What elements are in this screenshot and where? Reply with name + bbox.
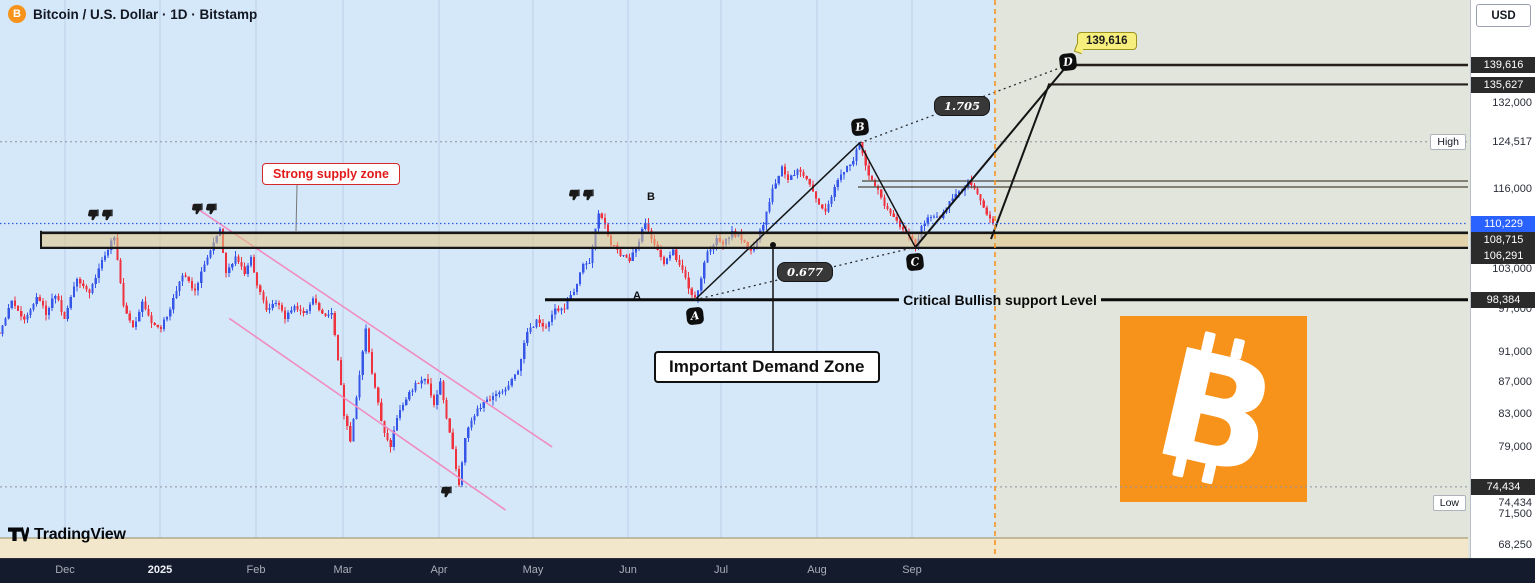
thumbs-down-sticker[interactable] — [191, 203, 218, 216]
time-tick-label: Dec — [55, 564, 75, 576]
tradingview-wordmark: TradingView — [34, 525, 126, 543]
price-level-badge: 106,291 — [1471, 248, 1535, 264]
minor-wave-label-a[interactable]: A — [633, 290, 641, 302]
symbol-header[interactable]: B Bitcoin / U.S. Dollar · 1D · Bitstamp — [8, 5, 257, 23]
currency-toggle-button[interactable]: USD — [1476, 4, 1531, 27]
tradingview-glyph-icon — [8, 527, 29, 542]
supply-zone-label[interactable]: Strong supply zone — [262, 163, 400, 185]
price-level-badge: 74,434 — [1471, 478, 1535, 495]
price-scale[interactable]: USD 132,000 124,517 116,000 103,000 97,000 91… — [1470, 0, 1535, 558]
price-tick-label: 83,000 — [1498, 407, 1532, 420]
thumbs-down-sticker[interactable] — [87, 209, 114, 222]
chart-canvas[interactable]: B B Bitcoin / U.S. Dollar · 1D · Bitstam… — [0, 0, 1470, 558]
thumbs-down-sticker[interactable] — [440, 486, 453, 499]
tradingview-logo[interactable]: TradingView — [8, 525, 126, 544]
pattern-point-c-badge[interactable]: C — [906, 252, 925, 272]
price-tick-label: 87,000 — [1498, 376, 1532, 389]
price-tick-label: 68,250 — [1498, 538, 1532, 551]
price-tick-label: 132,000 — [1492, 96, 1532, 109]
price-level-badge: 135,627 — [1471, 77, 1535, 93]
bitcoin-logo-watermark[interactable]: B — [1120, 316, 1307, 502]
price-tick-label: 71,500 — [1498, 507, 1532, 520]
time-tick-label: May — [522, 564, 544, 576]
time-tick-label: Feb — [246, 564, 266, 576]
thumbs-down-sticker[interactable] — [568, 189, 595, 202]
fib-ratio-bd-badge[interactable]: 1.705 — [933, 96, 991, 116]
price-level-badge: 139,616 — [1471, 57, 1535, 73]
pattern-point-a-badge[interactable]: A — [685, 306, 705, 326]
price-tick-label: 124,517 — [1492, 135, 1532, 148]
time-tick-label: Apr — [430, 564, 448, 576]
bitcoin-icon: B — [8, 5, 26, 23]
price-level-badge: 110,229 — [1471, 215, 1535, 232]
price-level-badge: 108,715 — [1471, 232, 1535, 248]
low-tag: Low — [1432, 495, 1466, 511]
symbol-title[interactable]: Bitcoin / U.S. Dollar · 1D · Bitstamp — [33, 6, 258, 22]
price-level-badge: 98,384 — [1471, 291, 1535, 308]
support-level-label[interactable]: Critical Bullish support Level — [903, 292, 1097, 308]
time-tick-label: 2025 — [147, 564, 173, 576]
price-tick-label: 103,000 — [1492, 262, 1532, 275]
bitcoin-b-icon: B — [1140, 320, 1291, 498]
target-price-callout[interactable]: 139,616 — [1077, 32, 1137, 50]
pattern-point-d-badge[interactable]: D — [1058, 52, 1077, 72]
time-tick-label: Aug — [807, 564, 827, 576]
time-tick-label: Jun — [619, 564, 637, 576]
time-axis[interactable]: Dec 2025 Feb Mar Apr May Jun Jul Aug Sep — [0, 558, 1535, 583]
price-tick-label: 74,434 — [1498, 497, 1532, 509]
price-tick-label: 91,000 — [1498, 346, 1532, 359]
time-tick-label: Sep — [902, 564, 922, 576]
time-tick-label: Mar — [333, 564, 353, 576]
candlestick-plot — [0, 0, 1468, 558]
fib-ratio-ac-badge[interactable]: 0.677 — [776, 262, 834, 282]
pattern-point-b-badge[interactable]: B — [850, 117, 869, 137]
price-tick-label: 116,000 — [1493, 183, 1532, 196]
price-tick-label: 79,000 — [1498, 440, 1532, 453]
time-tick-label: Jul — [713, 564, 729, 576]
minor-wave-label-b[interactable]: B — [647, 191, 655, 203]
demand-zone-label[interactable]: Important Demand Zone — [654, 351, 880, 383]
high-tag: High — [1430, 133, 1466, 150]
